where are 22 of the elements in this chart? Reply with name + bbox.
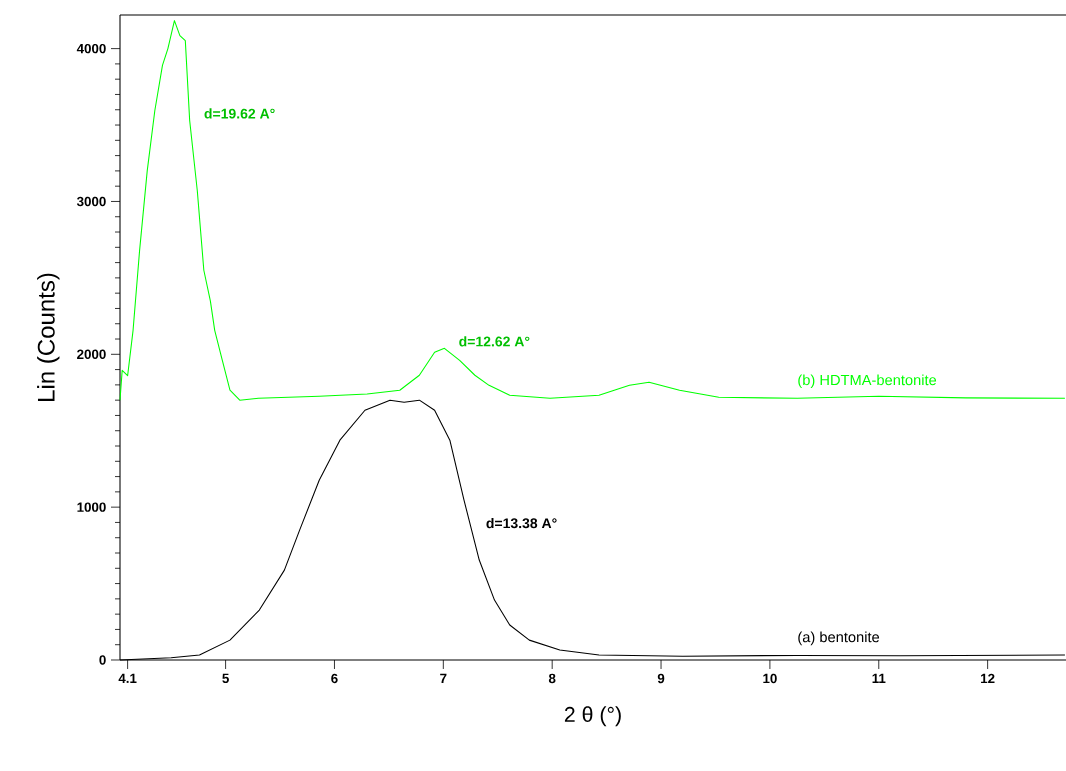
y-tick-label: 0 — [99, 655, 106, 665]
x-tick-label: 7 — [440, 673, 447, 683]
series-label: (b) HDTMA-bentonite — [798, 374, 937, 389]
annotation: d=19.62 A° — [204, 108, 275, 119]
x-tick-label: 4.1 — [118, 673, 137, 683]
y-axis-title: Lin (Counts) — [37, 273, 60, 401]
x-tick-label: 8 — [548, 673, 556, 684]
x-tick-label: 6 — [331, 673, 338, 684]
series-label: (a) bentonite — [798, 631, 880, 646]
x-tick-label: 10 — [763, 673, 777, 684]
y-tick-label: 4000 — [76, 43, 106, 54]
annotation: d=12.62 A° — [459, 336, 530, 347]
x-tick-label: 12 — [981, 673, 995, 684]
x-axis-title: 2 θ (°) — [564, 706, 621, 727]
line-series — [119, 20, 1066, 401]
x-tick-label: 9 — [657, 673, 665, 684]
annotation: d=13.38 A° — [486, 517, 557, 529]
y-tick-label: 1000 — [77, 502, 106, 512]
y-tick-label: 3000 — [76, 196, 106, 207]
y-tick-label: 2000 — [77, 349, 106, 360]
x-tick-label: 11 — [872, 673, 886, 683]
x-tick-label: 5 — [222, 673, 229, 684]
